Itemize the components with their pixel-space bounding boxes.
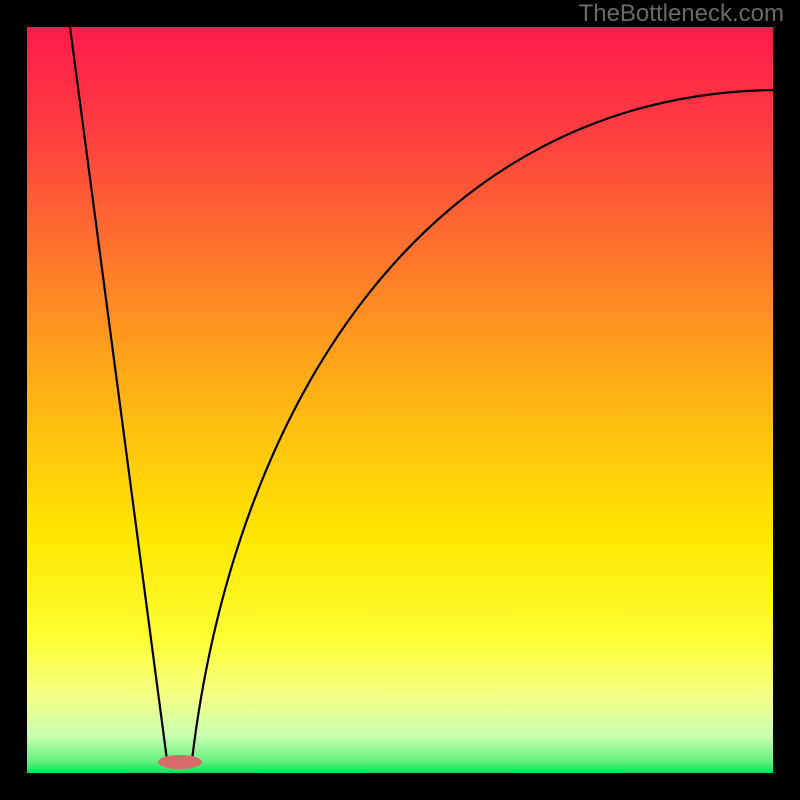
bottleneck-chart [0, 0, 800, 800]
plot-background-gradient [27, 27, 773, 773]
attribution-label: TheBottleneck.com [579, 0, 784, 28]
optimal-marker [158, 755, 202, 769]
chart-container: TheBottleneck.com [0, 0, 800, 800]
